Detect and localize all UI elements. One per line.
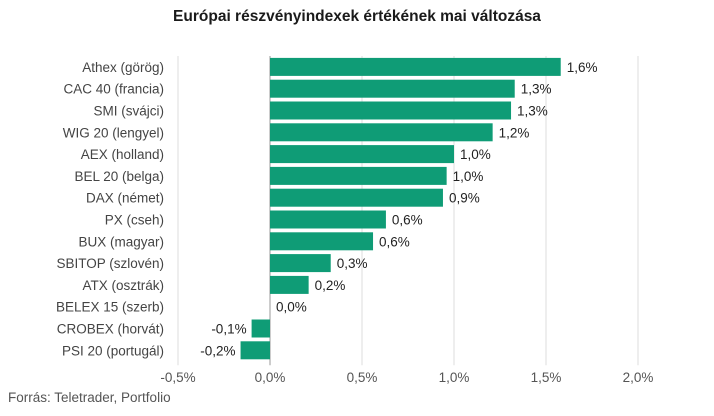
category-label: AEX (holland)	[81, 147, 164, 162]
category-label: CROBEX (horvát)	[57, 322, 164, 337]
x-tick-label: 0,5%	[347, 370, 378, 385]
category-label: ATX (osztrák)	[82, 278, 164, 293]
category-label: BEL 20 (belga)	[74, 169, 164, 184]
category-label: PSI 20 (portugál)	[62, 343, 164, 358]
bar	[240, 341, 270, 360]
bar	[270, 57, 561, 76]
x-tick-label: 1,0%	[439, 370, 470, 385]
category-label: WIG 20 (lengyel)	[63, 125, 164, 140]
chart-title: Európai részvényindexek értékének mai vá…	[173, 8, 541, 25]
category-label: DAX (német)	[86, 191, 164, 206]
category-label: PX (cseh)	[105, 213, 164, 228]
x-tick-label: 1,5%	[531, 370, 562, 385]
value-label: 1,2%	[499, 125, 530, 140]
value-label: 1,3%	[521, 82, 552, 97]
x-tick-label: 0,0%	[255, 370, 286, 385]
bar	[270, 188, 443, 207]
bar	[270, 166, 447, 185]
value-label: 0,2%	[315, 278, 346, 293]
value-label: 1,3%	[517, 104, 548, 119]
bar	[251, 319, 270, 338]
value-label: 0,3%	[337, 256, 368, 271]
value-label: 1,0%	[453, 169, 484, 184]
bar	[270, 254, 331, 273]
source-note: Forrás: Teletrader, Portfolio	[8, 390, 171, 405]
bar	[270, 275, 309, 294]
bar	[270, 232, 374, 251]
value-label: -0,2%	[200, 343, 235, 358]
x-tick-label: -0,5%	[160, 370, 195, 385]
value-label: 1,0%	[460, 147, 491, 162]
category-label: CAC 40 (francia)	[63, 82, 164, 97]
value-label: 0,6%	[392, 213, 423, 228]
bar	[270, 210, 386, 229]
category-label: Athex (görög)	[82, 60, 164, 75]
bar	[270, 101, 512, 120]
category-label: BUX (magyar)	[78, 234, 164, 249]
value-label: 0,6%	[379, 234, 410, 249]
value-label: -0,1%	[211, 322, 246, 337]
x-tick-label: 2,0%	[623, 370, 654, 385]
bar	[270, 79, 515, 98]
value-label: 0,0%	[276, 300, 307, 315]
bar-layer	[240, 57, 561, 360]
category-label: SBITOP (szlovén)	[56, 256, 164, 271]
bar	[270, 145, 454, 164]
value-label: 0,9%	[449, 191, 480, 206]
category-label: BELEX 15 (szerb)	[56, 300, 164, 315]
value-label: 1,6%	[567, 60, 598, 75]
label-layer: -0,5% 0,0% 0,5% 1,0% 1,5% 2,0% Athex (görög) 1,…	[56, 60, 653, 385]
category-label: SMI (svájci)	[94, 104, 165, 119]
bar	[270, 123, 493, 142]
